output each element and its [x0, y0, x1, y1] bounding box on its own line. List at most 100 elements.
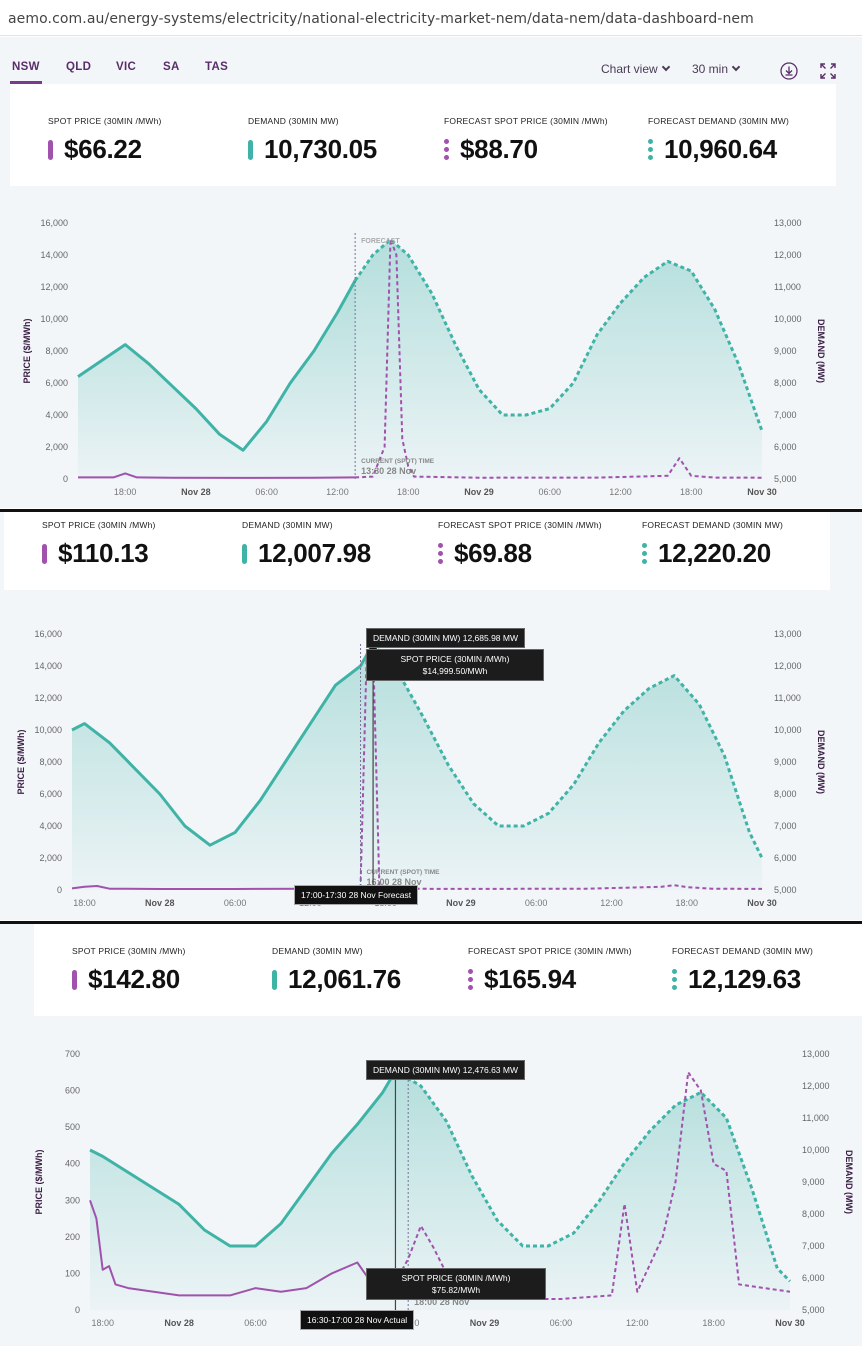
time-tick-label: 18:00: [702, 1318, 725, 1328]
fullscreen-icon[interactable]: [820, 63, 836, 84]
tab-tas[interactable]: TAS: [205, 61, 229, 73]
price-demand-chart[interactable]: 16,000 14,000 12,000 10,000 8,000 6,000 4,000 2…: [0, 207, 862, 507]
demand-area: [78, 280, 356, 479]
card-label: FORECAST DEMAND (30MIN MW): [642, 520, 784, 530]
price-tick-label: 100: [65, 1268, 80, 1278]
demand-forecast-line: [394, 1069, 792, 1283]
card-value: $66.22: [64, 134, 142, 164]
tab-qld[interactable]: QLD: [66, 61, 92, 73]
time-tick-label: 18:00: [91, 1318, 114, 1328]
price-tick-label: 0: [63, 474, 68, 484]
price-demand-chart[interactable]: 700 600 500 400 300 200 100 0 13,000 12,000 11,000…: [0, 1038, 862, 1344]
card-value: $88.70: [460, 134, 538, 164]
price-tooltip: SPOT PRICE (30MIN /MWh) $75.82/MWh: [366, 1268, 546, 1300]
demand-line: [77, 279, 357, 452]
price-tick-label: 8,000: [45, 346, 68, 356]
tab-sa[interactable]: SA: [163, 61, 180, 73]
demand-tick-label: 5,000: [802, 1305, 825, 1315]
demand-tick-label: 8,000: [774, 789, 797, 799]
price-tick-label: 300: [65, 1195, 80, 1205]
demand-tick-label: 12,000: [774, 250, 802, 260]
price-tooltip-value: $14,999.50/MWh: [422, 666, 488, 676]
price-tooltip-value: $75.82/MWh: [431, 1285, 481, 1295]
interval-label: 30 min: [692, 62, 729, 76]
dashboard-panel-3: SPOT PRICE (30MIN /MWh) $142.80 DEMAND (…: [0, 924, 862, 1346]
time-tick-label: 18:00: [680, 487, 703, 497]
demand-area: [395, 1070, 790, 1310]
demand-axis-title: DEMAND (MW): [844, 1150, 854, 1214]
demand-forecast-line: [353, 238, 764, 432]
demand-axis-title: DEMAND (MW): [816, 730, 826, 794]
demand-area: [373, 644, 762, 890]
chart-view-dropdown[interactable]: Chart view: [601, 62, 670, 76]
price-tick-label: 8,000: [39, 757, 62, 767]
summary-cards: SPOT PRICE (30MIN /MWh) $110.13 DEMAND (…: [4, 512, 830, 590]
demand-tick-label: 9,000: [774, 346, 797, 356]
time-tick-label: 18:00: [73, 898, 96, 908]
price-tick-label: 16,000: [34, 629, 62, 639]
time-tick-label: 06:00: [525, 898, 548, 908]
forecast-price-marker: [438, 543, 443, 565]
summary-cards: SPOT PRICE (30MIN /MWh) $66.22 DEMAND (3…: [10, 84, 836, 186]
demand-tick-label: 8,000: [802, 1209, 825, 1219]
card-value: $165.94: [484, 964, 576, 994]
price-tick-label: 0: [75, 1305, 80, 1315]
demand-tick-label: 6,000: [774, 442, 797, 452]
price-marker: [42, 544, 47, 564]
demand-tick-label: 11,000: [774, 693, 801, 703]
demand-tick-label: 13,000: [774, 218, 802, 228]
card-value: $69.88: [454, 538, 532, 568]
download-icon[interactable]: [780, 62, 798, 85]
demand-tick-label: 5,000: [774, 474, 797, 484]
demand-tick-label: 11,000: [774, 282, 801, 292]
price-tick-label: 2,000: [45, 442, 68, 452]
demand-marker: [248, 140, 253, 160]
card-value: $142.80: [88, 964, 180, 994]
price-axis-title: PRICE ($/MWh): [34, 1150, 44, 1215]
time-tick-label: 12:00: [626, 1318, 649, 1328]
price-forecast-line: [359, 649, 763, 890]
time-tick-label: 18:00: [114, 487, 137, 497]
current-time-value: 18:00 28 Nov: [414, 1297, 469, 1307]
demand-tick-label: 5,000: [774, 885, 797, 895]
price-tick-label: 2,000: [39, 853, 62, 863]
price-axis-title: PRICE ($/MWh): [22, 319, 32, 384]
price-tick-label: 6,000: [45, 378, 68, 388]
current-time-value: 16:00 28 Nov: [367, 877, 422, 887]
time-tick-label: Nov 29: [464, 487, 494, 497]
forecast-demand-marker: [648, 139, 653, 161]
time-tick-label: Nov 29: [446, 898, 476, 908]
forecast-price-marker: [468, 969, 473, 991]
price-tick-label: 14,000: [34, 661, 62, 671]
price-tooltip: SPOT PRICE (30MIN /MWh) $14,999.50/MWh: [366, 649, 544, 681]
demand-marker: [242, 544, 247, 564]
demand-tick-label: 10,000: [802, 1145, 830, 1155]
demand-tick-label: 10,000: [774, 725, 802, 735]
current-time-label: CURRENT (SPOT) TIME: [367, 869, 441, 876]
price-demand-chart[interactable]: 16,000 14,000 12,000 10,000 8,000 6,000 4,000 2…: [0, 618, 862, 918]
demand-tick-label: 9,000: [774, 757, 797, 767]
card-value: 10,730.05: [264, 134, 377, 164]
price-tick-label: 600: [65, 1086, 80, 1096]
address-bar[interactable]: aemo.com.au/energy-systems/electricity/n…: [0, 0, 862, 36]
forecast-label: FORECAST: [361, 238, 400, 245]
price-marker: [48, 140, 53, 160]
card-value: 12,129.63: [688, 964, 801, 994]
interval-dropdown[interactable]: 30 min: [692, 62, 741, 76]
card-value: 12,061.76: [288, 964, 401, 994]
price-tick-label: 0: [57, 885, 62, 895]
demand-tick-label: 6,000: [802, 1273, 825, 1283]
summary-cards: SPOT PRICE (30MIN /MWh) $142.80 DEMAND (…: [34, 924, 862, 1016]
time-tick-label: Nov 30: [747, 898, 777, 908]
tab-nsw[interactable]: NSW: [10, 61, 42, 84]
forecast-demand-marker: [642, 543, 647, 565]
tab-vic[interactable]: VIC: [116, 61, 137, 73]
forecast-demand-marker: [672, 969, 677, 991]
demand-tick-label: 11,000: [802, 1113, 829, 1123]
demand-tick-label: 10,000: [774, 314, 802, 324]
time-tooltip: 16:30-17:00 28 Nov Actual: [300, 1310, 415, 1330]
demand-tooltip: DEMAND (30MIN MW) 12,685.98 MW: [366, 628, 525, 648]
time-tick-label: Nov 30: [747, 487, 777, 497]
card-value: 10,960.64: [664, 134, 777, 164]
demand-axis-title: DEMAND (MW): [816, 319, 826, 383]
